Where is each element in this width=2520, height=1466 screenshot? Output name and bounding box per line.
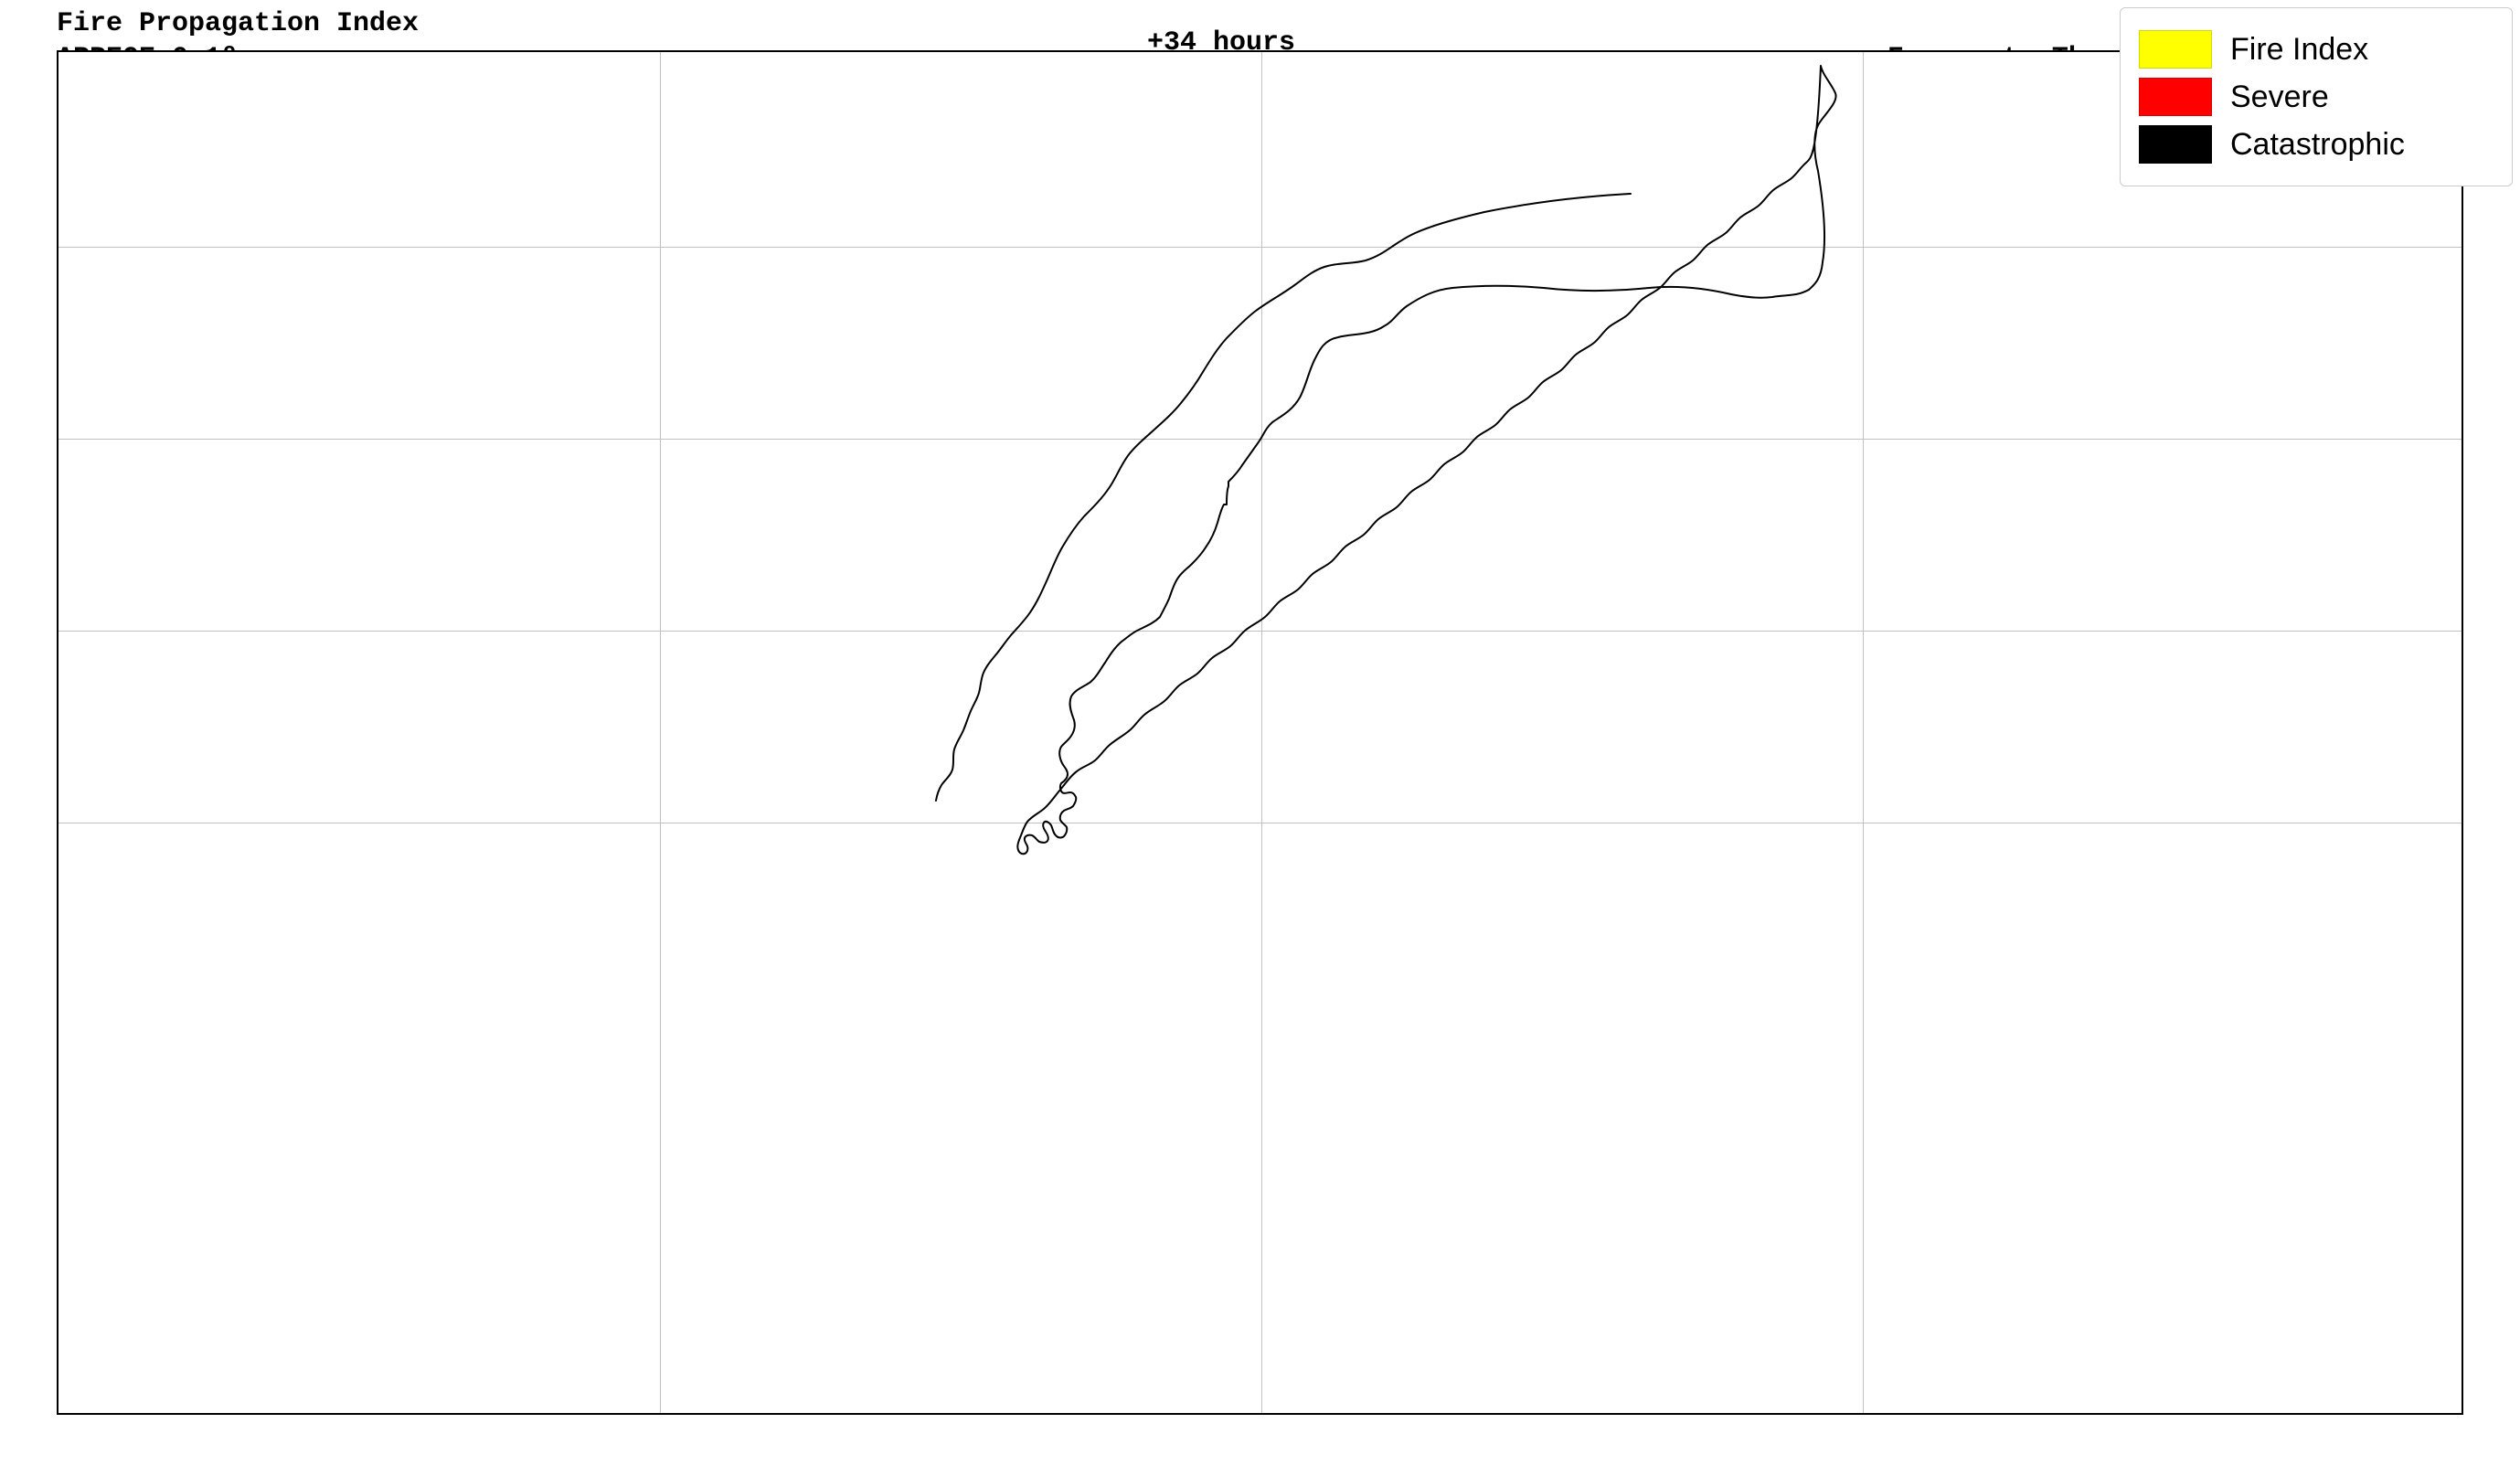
- map-legend: Fire Index Severe Catastrophic: [2120, 7, 2513, 186]
- legend-row-fire-index: Fire Index: [2139, 30, 2493, 69]
- map-screenshot: Fire Propagation Index ARPEGE 0.1º +34 h…: [0, 0, 2520, 1466]
- legend-row-catastrophic: Catastrophic: [2139, 125, 2493, 164]
- map-plot-area[interactable]: 45.9°N 40.7°N 35.4°N 30.2°N 25°N 32°W 22…: [57, 50, 2463, 1415]
- legend-row-severe: Severe: [2139, 78, 2493, 116]
- catastrophic-label: Catastrophic: [2230, 127, 2405, 163]
- severe-label: Severe: [2230, 80, 2329, 115]
- coastline-map: [58, 52, 2463, 1415]
- fire-index-label: Fire Index: [2230, 32, 2368, 68]
- severe-swatch: [2139, 78, 2212, 116]
- header-title-line1: Fire Propagation Index: [57, 7, 419, 42]
- fire-index-swatch: [2139, 30, 2212, 69]
- catastrophic-swatch: [2139, 125, 2212, 164]
